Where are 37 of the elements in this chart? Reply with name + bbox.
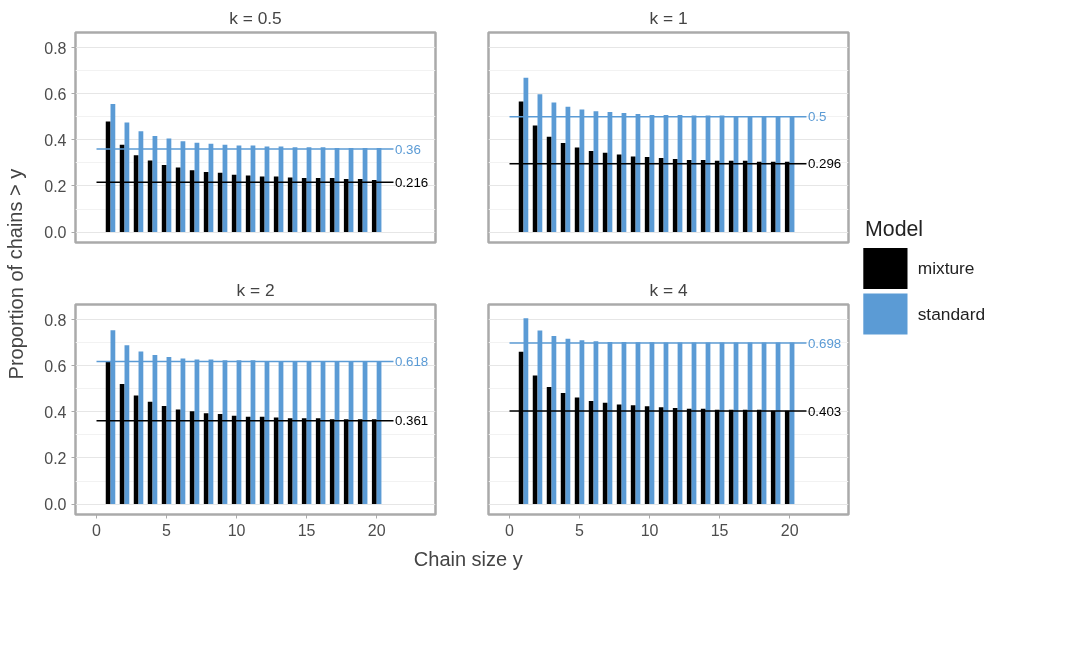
x-tick-label: 10 — [640, 521, 659, 539]
y-tick-label: 0.6 — [44, 85, 67, 103]
y-tick-label: 0.0 — [44, 224, 67, 242]
ref-line-label: 0.361 — [394, 413, 429, 429]
x-tick-label: 5 — [162, 521, 172, 539]
x-tick-label: 0 — [505, 521, 515, 539]
x-tick-label: 5 — [575, 521, 585, 539]
x-tick-label: 0 — [92, 521, 102, 539]
legend-title: Model — [865, 216, 924, 241]
ref-line-label: 0.618 — [394, 354, 429, 369]
legend-label: standard — [917, 304, 986, 324]
x-tick-label: 20 — [780, 521, 799, 539]
y-tick-label: 0.6 — [44, 357, 67, 375]
y-tick-label: 0.2 — [44, 449, 67, 467]
x-axis-title: Chain size y — [413, 547, 523, 570]
y-tick-label: 0.4 — [44, 403, 67, 421]
ref-line-label: 0.296 — [807, 156, 842, 172]
y-tick-label: 0.8 — [44, 39, 67, 57]
y-tick-label: 0.0 — [44, 496, 67, 514]
x-tick-label: 10 — [227, 521, 246, 539]
x-tick-label: 15 — [710, 521, 729, 539]
ref-line-label: 0.36 — [394, 141, 421, 157]
y-tick-label: 0.8 — [44, 311, 67, 329]
ref-line-label: 0.403 — [807, 403, 842, 419]
y-tick-label: 0.2 — [44, 177, 67, 195]
ref-line-label: 0.216 — [394, 174, 429, 190]
y-tick-label: 0.4 — [44, 131, 67, 149]
legend-label: mixture — [917, 258, 975, 279]
chart-title: k = 2 — [236, 279, 275, 300]
x-tick-label: 20 — [367, 521, 386, 539]
chart-title: k = 4 — [649, 279, 688, 300]
chart-title: k = 0.5 — [229, 7, 282, 28]
ref-line-label: 0.698 — [807, 335, 842, 351]
ref-line-label: 0.5 — [807, 109, 827, 125]
chart-title: k = 1 — [649, 7, 688, 28]
y-axis-title: Proportion of chains > y — [4, 168, 27, 380]
x-tick-label: 15 — [297, 521, 316, 539]
